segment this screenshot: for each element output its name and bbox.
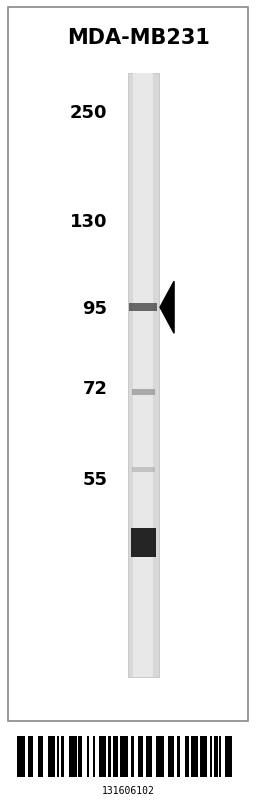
Bar <box>138 736 143 777</box>
Bar <box>210 736 212 777</box>
Bar <box>61 736 65 777</box>
Bar <box>190 736 198 777</box>
Bar <box>28 736 33 777</box>
Bar <box>146 736 152 777</box>
Bar <box>132 467 155 472</box>
Bar <box>57 736 59 777</box>
Bar <box>131 736 134 777</box>
Bar <box>129 303 157 311</box>
Text: 250: 250 <box>70 104 108 122</box>
Bar <box>185 736 189 777</box>
Polygon shape <box>160 281 174 334</box>
Bar <box>156 736 164 777</box>
Bar <box>69 736 77 777</box>
Text: 131606102: 131606102 <box>102 786 154 796</box>
Bar <box>120 736 127 777</box>
Bar <box>93 736 95 777</box>
Bar <box>200 736 207 777</box>
Bar <box>87 736 89 777</box>
Bar <box>108 736 111 777</box>
Bar <box>128 73 159 677</box>
Bar <box>48 736 55 777</box>
Bar <box>133 73 153 677</box>
Bar <box>225 736 232 777</box>
Bar <box>113 736 118 777</box>
Text: 95: 95 <box>82 301 108 318</box>
Text: 72: 72 <box>82 381 108 398</box>
Bar <box>131 528 156 557</box>
Bar <box>78 736 82 777</box>
Text: 130: 130 <box>70 213 108 231</box>
Text: 55: 55 <box>82 471 108 490</box>
Bar <box>168 736 174 777</box>
Bar <box>38 736 43 777</box>
Bar <box>219 736 221 777</box>
Text: MDA-MB231: MDA-MB231 <box>67 28 210 48</box>
Bar <box>177 736 180 777</box>
Bar <box>17 736 25 777</box>
Bar <box>99 736 106 777</box>
Bar <box>132 389 155 394</box>
Bar <box>214 736 218 777</box>
